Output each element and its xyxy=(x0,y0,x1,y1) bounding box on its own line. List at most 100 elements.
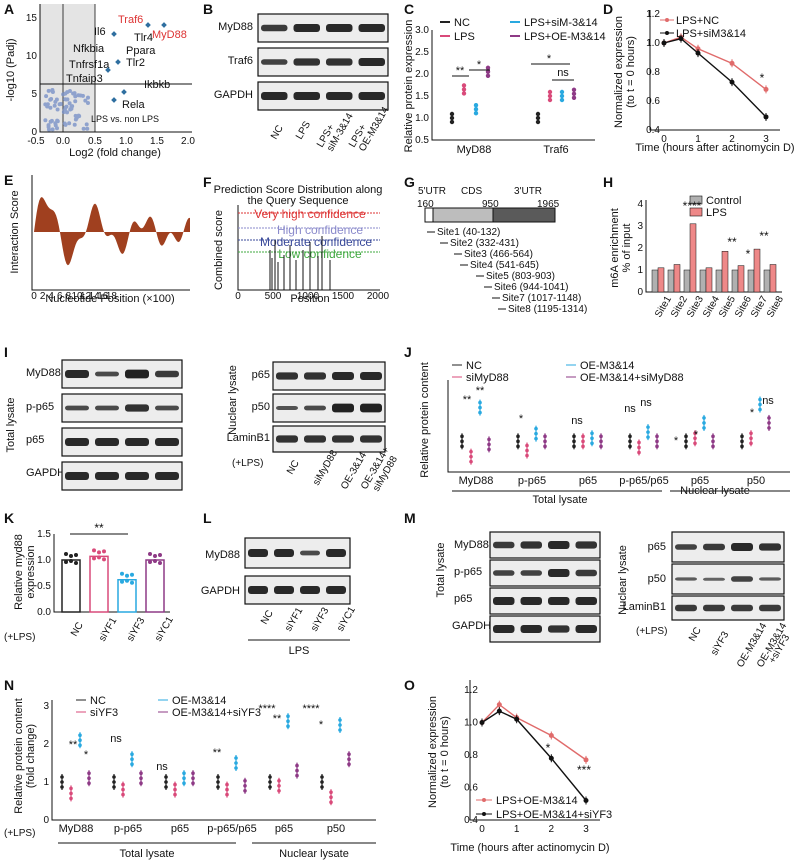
panel-i: I Total lysate MyD88 p-p65 p65 GAPDH Nuc… xyxy=(4,344,400,494)
svg-text:Il6: Il6 xyxy=(94,26,106,38)
svg-text:-0.5: -0.5 xyxy=(27,136,45,147)
svg-text:5: 5 xyxy=(31,89,37,100)
bar xyxy=(89,555,109,613)
data-point xyxy=(637,440,641,445)
data-point xyxy=(97,550,101,555)
svg-text:ns: ns xyxy=(571,415,583,427)
data-point xyxy=(338,718,342,722)
blot-band xyxy=(155,472,179,480)
data-point xyxy=(277,779,281,783)
data-point xyxy=(590,436,594,441)
tick-label: 0 xyxy=(479,824,485,835)
tick-label: 1 xyxy=(514,824,520,835)
scatter-point xyxy=(53,99,58,104)
scatter-point xyxy=(47,127,52,132)
blot-band xyxy=(493,570,515,576)
data-point xyxy=(525,443,529,448)
tick-label: 0 xyxy=(235,291,241,302)
data-point xyxy=(148,560,152,564)
data-point xyxy=(286,714,290,718)
svg-text:1.5: 1.5 xyxy=(150,136,164,147)
data-point xyxy=(121,792,125,797)
svg-text:ns: ns xyxy=(110,733,122,745)
svg-text:p-p65: p-p65 xyxy=(26,401,54,413)
panel-i-left-rows: MyD88 p-p65 p65 GAPDH xyxy=(26,367,65,479)
data-point xyxy=(191,776,195,780)
svg-text:*: * xyxy=(547,53,552,65)
svg-text:*: * xyxy=(477,59,482,71)
svg-text:Ppara: Ppara xyxy=(126,45,156,57)
svg-text:*: * xyxy=(319,719,324,731)
data-point xyxy=(599,439,603,444)
panel-f: F Prediction Score Distribution along th… xyxy=(203,174,390,305)
data-point xyxy=(581,444,585,449)
data-point xyxy=(158,561,162,565)
data-point xyxy=(234,766,238,770)
scatter-point xyxy=(46,88,51,93)
data-point xyxy=(535,119,541,125)
data-point xyxy=(547,97,553,103)
data-point xyxy=(130,572,134,577)
svg-text:1.0: 1.0 xyxy=(119,136,133,147)
svg-text:M: M xyxy=(404,510,416,526)
data-point xyxy=(69,791,73,796)
blot-band xyxy=(358,24,385,32)
data-point xyxy=(60,775,64,779)
data-point xyxy=(102,549,106,554)
svg-text:LPS+OE-M3&14+siYF3: LPS+OE-M3&14+siYF3 xyxy=(496,809,612,821)
tick-label: 0.5 xyxy=(415,135,429,146)
data-point xyxy=(547,89,553,95)
svg-text:the Query Sequence: the Query Sequence xyxy=(248,195,349,207)
bar-control xyxy=(731,269,739,293)
data-point xyxy=(64,552,68,556)
tick-label: 2 xyxy=(549,824,555,835)
svg-text:Total lysate: Total lysate xyxy=(5,397,17,452)
svg-text:*: * xyxy=(519,413,524,425)
data-point xyxy=(286,724,290,728)
blot-band xyxy=(65,370,89,378)
blot-band xyxy=(326,58,353,66)
scatter-point xyxy=(52,103,57,108)
blot-band xyxy=(548,625,570,633)
svg-text:ns: ns xyxy=(156,761,168,773)
blot-band xyxy=(300,550,320,556)
site-label: Site4 (541-645) xyxy=(470,260,539,271)
site-label: Site6 (944-1041) xyxy=(494,282,569,293)
data-point xyxy=(191,781,195,785)
panel-a-letter: A xyxy=(4,1,14,17)
scatter-point xyxy=(78,93,83,98)
svg-text:siYF1: siYF1 xyxy=(97,615,120,643)
scatter-point xyxy=(48,105,53,110)
svg-text:Time (hours after actinomycin: Time (hours after actinomycin D) xyxy=(450,842,609,854)
site-label: Site5 (803-903) xyxy=(486,271,555,282)
data-point xyxy=(460,439,464,444)
tick-label: 12 xyxy=(80,291,92,302)
svg-text:(+LPS): (+LPS) xyxy=(636,626,667,637)
svg-text:2.0: 2.0 xyxy=(181,136,195,147)
panel-o-legend: LPS+OE-M3&14 LPS+OE-M3&14+siYF3 xyxy=(476,795,612,821)
blot-band xyxy=(155,438,179,446)
svg-text:ns: ns xyxy=(640,397,652,409)
data-point xyxy=(320,785,324,789)
panel-h-legend: Control LPS xyxy=(689,195,741,219)
bar-lps xyxy=(769,264,777,293)
blot-band xyxy=(759,604,781,612)
panel-a-ylabel: -log10 (Padj) xyxy=(5,39,17,102)
svg-text:*: * xyxy=(760,71,765,85)
data-point xyxy=(69,554,73,558)
data-point xyxy=(216,785,220,789)
scatter-point xyxy=(45,102,50,107)
svg-text:*: * xyxy=(674,435,679,447)
data-point xyxy=(234,756,238,760)
data-point xyxy=(572,434,576,439)
data-point xyxy=(347,752,351,756)
panel-a-yticks: 0 5 10 15 xyxy=(26,13,38,138)
svg-text:Tlr2: Tlr2 xyxy=(126,57,145,69)
data-point xyxy=(693,436,697,441)
svg-text:Nuclear lysate: Nuclear lysate xyxy=(279,848,349,860)
blot-band xyxy=(332,372,354,380)
category-label: p65 xyxy=(275,823,293,835)
data-point xyxy=(543,444,547,449)
data-point xyxy=(347,757,351,761)
data-point xyxy=(767,421,771,425)
